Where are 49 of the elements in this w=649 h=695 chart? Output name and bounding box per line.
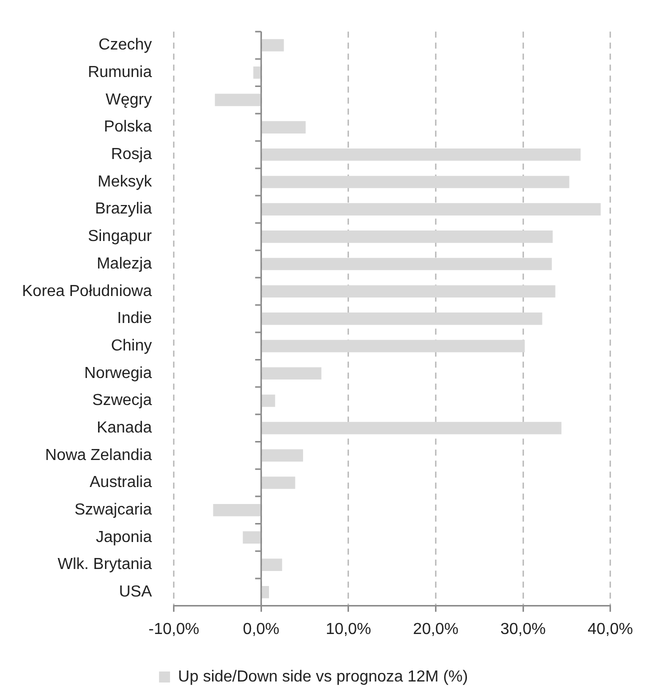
y-tick-label: Kanada bbox=[96, 419, 152, 436]
bar bbox=[262, 39, 284, 52]
bar bbox=[262, 285, 556, 298]
bar bbox=[262, 258, 552, 270]
y-tick-label: Węgry bbox=[106, 91, 152, 108]
y-tick-label: Chiny bbox=[110, 337, 152, 354]
bar bbox=[262, 449, 304, 462]
bar bbox=[262, 476, 296, 489]
x-tick-label: 0,0% bbox=[242, 620, 280, 638]
y-tick-label: Rumunia bbox=[88, 64, 152, 82]
bar bbox=[262, 394, 276, 407]
bar bbox=[262, 176, 570, 188]
y-tick-label: Rosja bbox=[110, 146, 152, 164]
bar bbox=[242, 531, 260, 544]
y-tick-label: USA bbox=[118, 584, 152, 601]
y-tick-label: Czechy bbox=[98, 36, 152, 54]
bar bbox=[262, 586, 270, 598]
y-tick-label: Malezja bbox=[96, 255, 152, 272]
y-tick-label: Korea Południowa bbox=[22, 282, 152, 300]
bar bbox=[213, 504, 260, 516]
bar bbox=[262, 148, 581, 161]
legend-label: Up side/Down side vs prognoza 12M (%) bbox=[178, 668, 468, 686]
y-tick-label: Singapur bbox=[88, 228, 153, 246]
y-tick-label: Nowa Zelandia bbox=[45, 446, 152, 464]
bar bbox=[253, 66, 260, 79]
y-tick-label: Meksyk bbox=[98, 173, 153, 190]
x-tick-label: 30,0% bbox=[500, 620, 546, 638]
x-tick-label: 40,0% bbox=[588, 620, 634, 638]
y-tick-label: Szwajcaria bbox=[74, 502, 152, 519]
y-tick-label: Szwecja bbox=[92, 392, 152, 410]
y-tick-label: Polska bbox=[104, 118, 152, 136]
bar bbox=[262, 422, 562, 434]
y-tick-label: Brazylia bbox=[94, 200, 152, 218]
bar bbox=[214, 94, 260, 106]
y-tick-label: Norwegia bbox=[84, 364, 152, 382]
bar bbox=[262, 121, 306, 134]
bar bbox=[262, 230, 553, 243]
x-tick-label: 20,0% bbox=[413, 620, 458, 638]
x-tick-label: -10,0% bbox=[148, 620, 200, 638]
bar bbox=[262, 558, 282, 571]
y-tick-label: Wlk. Brytania bbox=[58, 556, 152, 574]
bar bbox=[262, 312, 542, 325]
bar bbox=[262, 367, 322, 380]
y-tick-label: Australia bbox=[90, 474, 152, 492]
y-tick-label: Japonia bbox=[96, 528, 152, 546]
x-tick-label: 10,0% bbox=[326, 620, 372, 638]
bar bbox=[262, 203, 601, 216]
bar bbox=[262, 340, 525, 352]
y-tick-label: Indie bbox=[117, 310, 152, 328]
